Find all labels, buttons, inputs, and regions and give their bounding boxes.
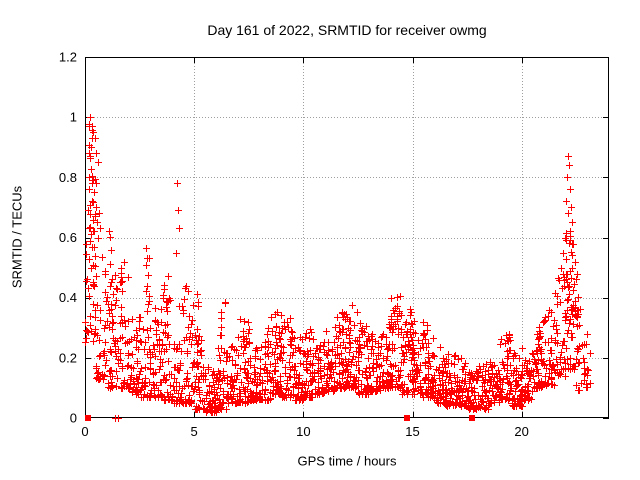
- y-tick-label: 0.4: [59, 290, 77, 305]
- x-tick-label: 5: [191, 424, 198, 439]
- x-tick-label: 10: [296, 424, 310, 439]
- x-axis-label: GPS time / hours: [297, 453, 397, 469]
- data-points-layer: [82, 114, 594, 422]
- y-tick-label: 0.6: [59, 230, 77, 245]
- chart-title: Day 161 of 2022, SRMTID for receiver owm…: [207, 22, 487, 38]
- y-tick-label: 1: [70, 110, 77, 125]
- y-tick-label: 0: [70, 411, 77, 426]
- tick-labels: 0 5 10 15 20 0 0.2 0.4 0.6 0.8 1 1.2: [59, 50, 529, 440]
- baseline-square-marker: [85, 415, 91, 421]
- baseline-square-marker: [404, 415, 410, 421]
- y-tick-label: 1.2: [59, 50, 77, 65]
- x-tick-label: 15: [405, 424, 419, 439]
- baseline-square-marker: [469, 415, 475, 421]
- x-tick-label: 20: [514, 424, 528, 439]
- y-tick-label: 0.8: [59, 170, 77, 185]
- y-tick-label: 0.2: [59, 350, 77, 365]
- x-tick-label: 0: [81, 424, 88, 439]
